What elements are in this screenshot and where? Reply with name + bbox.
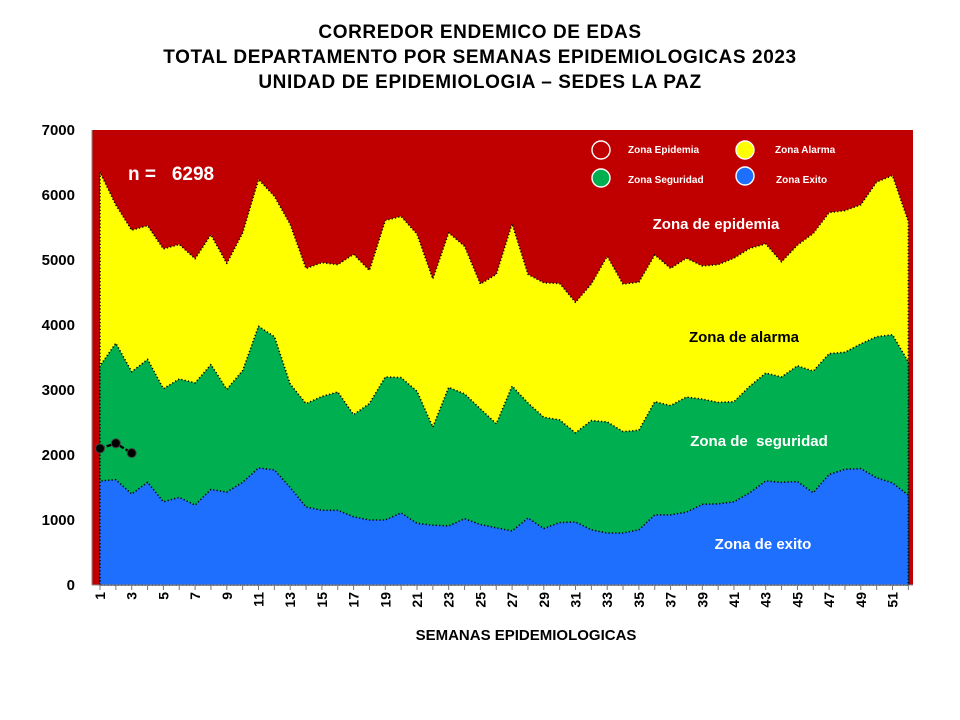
- x-tick-label: 7: [187, 592, 203, 600]
- x-tick-label: 43: [758, 592, 774, 608]
- x-tick-label: 35: [631, 592, 647, 608]
- x-tick-label: 33: [599, 592, 615, 608]
- current-year-point: [95, 443, 105, 454]
- x-tick-label: 1: [92, 592, 108, 600]
- x-tick-label: 49: [853, 592, 869, 608]
- x-tick-label: 3: [124, 592, 140, 600]
- legend-marker: [735, 166, 755, 186]
- x-tick-label: 47: [821, 592, 837, 608]
- zona-seguridad-label: Zona de seguridad: [690, 433, 828, 450]
- y-tick-label: 4000: [42, 317, 75, 334]
- x-axis-title: SEMANAS EPIDEMIOLOGICAS: [416, 627, 637, 644]
- x-tick-label: 31: [568, 592, 584, 608]
- y-tick-label: 3000: [42, 382, 75, 399]
- title-line-3: UNIDAD DE EPIDEMIOLOGIA – SEDES LA PAZ: [258, 72, 702, 93]
- y-tick-label: 6000: [42, 187, 75, 204]
- y-tick-label: 5000: [42, 252, 75, 269]
- x-tick-label: 41: [726, 592, 742, 608]
- legend-label: Zona Exito: [776, 175, 827, 186]
- x-tick-label: 25: [472, 592, 488, 608]
- zona-exito-label: Zona de exito: [715, 536, 812, 553]
- x-tick-label: 29: [536, 592, 552, 608]
- y-tick-label: 2000: [42, 447, 75, 464]
- area-zona-de-exito: [99, 467, 910, 586]
- legend-marker: [591, 140, 611, 160]
- legend-marker: [591, 168, 611, 188]
- y-tick-label: 7000: [42, 122, 75, 139]
- x-tick-label: 27: [504, 592, 520, 608]
- x-tick-label: 5: [155, 592, 171, 600]
- legend-marker: [735, 140, 755, 160]
- legend-label: Zona Seguridad: [628, 175, 704, 186]
- title-line-2: TOTAL DEPARTAMENTO POR SEMANAS EPIDEMIOL…: [163, 47, 797, 68]
- x-tick-label: 21: [409, 592, 425, 608]
- zona-epidemia-label: Zona de epidemia: [653, 216, 780, 233]
- x-tick-label: 17: [346, 592, 362, 608]
- title-line-1: CORREDOR ENDEMICO DE EDAS: [318, 22, 642, 43]
- x-tick-label: 45: [789, 592, 805, 608]
- y-tick-label: 1000: [42, 512, 75, 529]
- zona-alarma-label: Zona de alarma: [689, 329, 800, 346]
- x-tick-label: 23: [441, 592, 457, 608]
- y-tick-label: 0: [67, 577, 75, 594]
- x-tick-label: 11: [251, 592, 267, 607]
- n-annotation: n = 6298: [128, 164, 214, 185]
- chart-title: CORREDOR ENDEMICO DE EDAS TOTAL DEPARTAM…: [0, 20, 960, 95]
- legend-label: Zona Epidemia: [628, 145, 700, 156]
- x-tick-label: 39: [694, 592, 710, 608]
- current-year-point: [126, 448, 137, 459]
- x-tick-label: 13: [282, 592, 298, 608]
- x-tick-label: 37: [663, 592, 679, 608]
- x-tick-label: 19: [377, 592, 393, 608]
- x-tick-label: 51: [885, 592, 901, 608]
- x-tick-label: 15: [314, 592, 330, 608]
- current-year-point: [110, 438, 121, 449]
- x-tick-label: 9: [219, 592, 235, 600]
- legend-label: Zona Alarma: [775, 145, 836, 156]
